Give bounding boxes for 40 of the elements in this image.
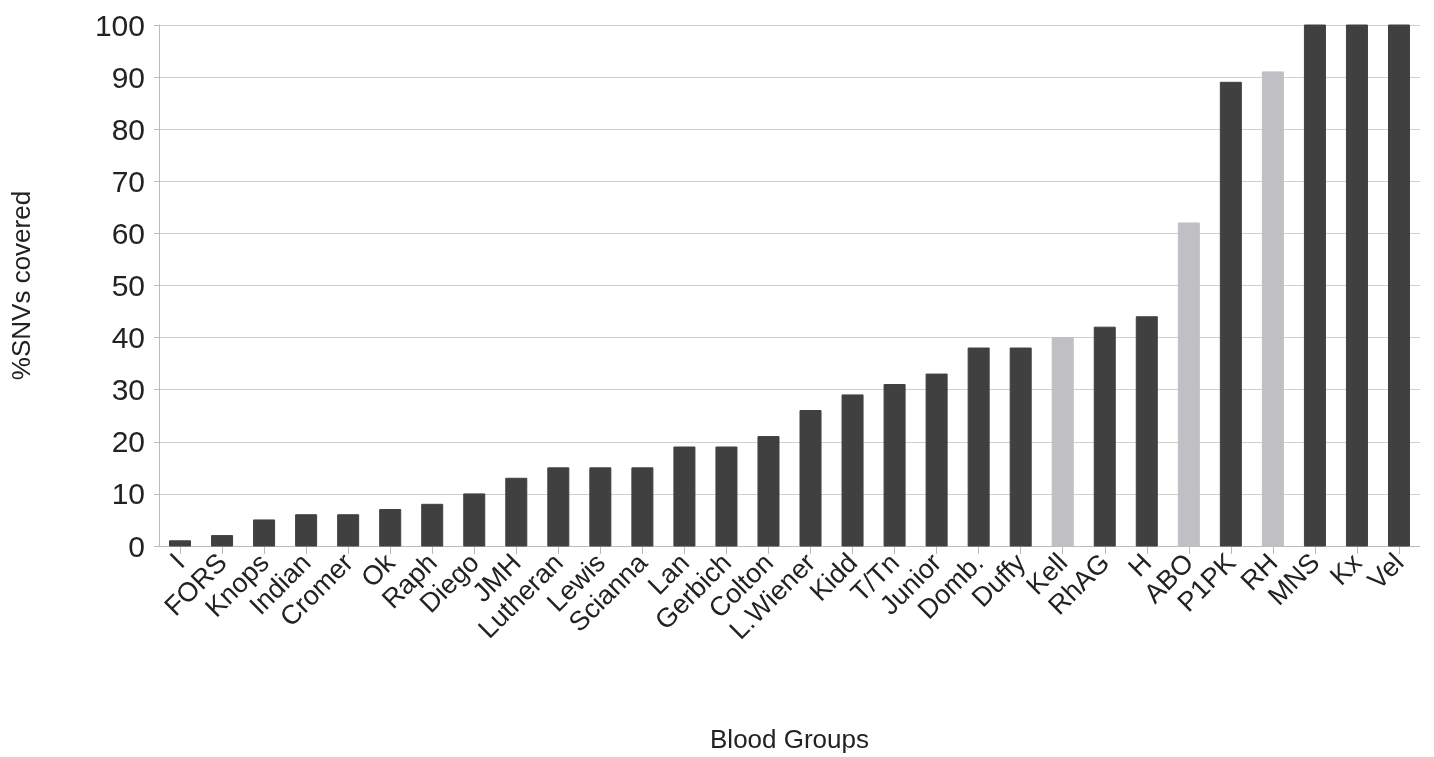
y-tick-label: 20	[111, 425, 145, 459]
bar	[757, 436, 780, 547]
y-tick-label: 60	[111, 216, 145, 250]
bar	[463, 493, 486, 547]
bar	[253, 519, 276, 547]
y-tick-label: 90	[111, 60, 145, 94]
bar	[379, 509, 402, 547]
bar	[295, 514, 318, 547]
bar	[883, 383, 906, 547]
x-axis-title: Blood Groups	[710, 724, 869, 754]
bar	[547, 467, 570, 547]
y-tick-label: 100	[94, 8, 145, 42]
bar	[505, 477, 528, 547]
bar	[337, 514, 360, 547]
bar	[211, 535, 234, 547]
y-tick-label: 70	[111, 164, 145, 198]
bar	[421, 503, 444, 547]
y-tick-label: 40	[111, 321, 145, 355]
bar	[631, 467, 654, 547]
bar	[169, 540, 192, 547]
bar	[1219, 81, 1242, 547]
bar	[1387, 24, 1410, 547]
y-tick-label: 10	[111, 477, 145, 511]
bar	[967, 347, 990, 547]
bar	[715, 446, 738, 547]
bar	[1135, 316, 1158, 547]
bar	[1009, 347, 1032, 547]
y-tick-label: 0	[128, 529, 145, 563]
y-tick-label: 30	[111, 373, 145, 407]
bar	[1093, 326, 1116, 547]
bar	[841, 394, 864, 547]
bar	[799, 410, 822, 547]
y-tick-label: 50	[111, 269, 145, 302]
bar	[1345, 24, 1368, 547]
bar	[1303, 24, 1326, 547]
bar	[589, 467, 612, 547]
y-axis-title: %SNVs covered	[6, 190, 36, 381]
bar	[673, 446, 696, 547]
bar	[925, 373, 948, 547]
y-tick-label: 80	[111, 112, 145, 146]
